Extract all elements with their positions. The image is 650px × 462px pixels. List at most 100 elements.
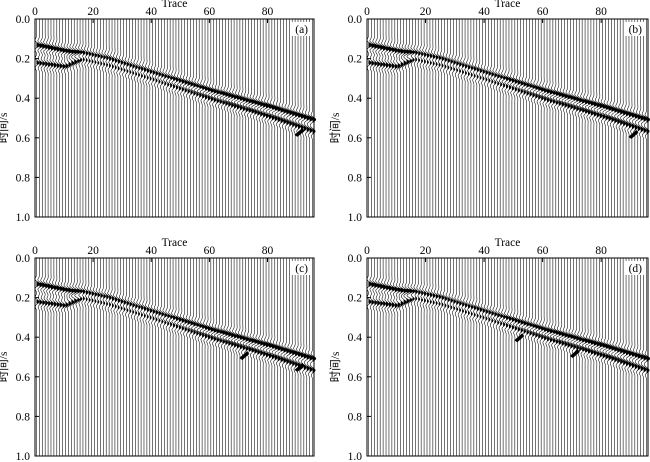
trace-fill: [631, 113, 636, 129]
trace: [46, 258, 52, 456]
trace: [211, 258, 218, 456]
trace-fill: [175, 316, 179, 329]
trace-fill: [234, 334, 238, 348]
trace-fill: [418, 290, 421, 301]
trace-fill: [555, 91, 560, 105]
trace-fill: [549, 329, 554, 343]
trace-fill: [274, 106, 279, 121]
trace: [547, 19, 554, 217]
trace-fill: [193, 83, 197, 96]
trace-fill: [231, 94, 235, 108]
trace-fill: [251, 338, 255, 353]
trace-fill: [453, 299, 456, 310]
trace: [475, 19, 480, 217]
trace: [98, 19, 104, 217]
trace-fill: [152, 70, 156, 82]
trace-fill: [605, 344, 609, 359]
trace-fill: [491, 72, 494, 84]
trace-fill: [429, 292, 433, 304]
trace: [257, 258, 265, 456]
trace: [49, 19, 55, 217]
trace: [60, 19, 67, 217]
trace: [78, 19, 84, 217]
trace: [375, 258, 381, 456]
trace: [159, 258, 165, 456]
trace-fill: [640, 116, 645, 132]
trace-fill: [190, 82, 194, 95]
trace-fill: [126, 62, 129, 73]
x-axis-label: Trace: [162, 237, 188, 249]
trace: [626, 19, 633, 217]
trace-fill: [103, 55, 106, 66]
trace-fill: [274, 345, 279, 360]
trace-fill: [248, 338, 253, 352]
trace-fill: [529, 84, 533, 97]
y-tick-label: 1.0: [16, 451, 31, 462]
x-tick-label: 80: [262, 245, 274, 257]
trace: [480, 19, 486, 217]
trace: [136, 19, 141, 217]
trace: [561, 19, 569, 217]
trace: [43, 19, 49, 217]
trace: [477, 19, 483, 217]
trace: [119, 258, 124, 456]
x-tick-label: 0: [32, 245, 38, 257]
trace-fill: [74, 49, 78, 65]
trace: [486, 258, 492, 456]
x-tick-label: 60: [204, 245, 216, 257]
trace-fill: [56, 285, 60, 307]
trace: [590, 19, 598, 217]
x-axis-label: Trace: [162, 0, 188, 10]
trace-fill: [646, 117, 650, 134]
plot-frame: [34, 257, 315, 457]
trace: [492, 258, 498, 456]
trace-fill: [280, 347, 285, 362]
trace-fill: [470, 66, 474, 77]
trace: [185, 258, 191, 456]
trace: [66, 19, 72, 217]
trace-fill: [225, 331, 229, 345]
trace-fill: [91, 291, 95, 303]
trace-fill: [406, 288, 410, 304]
trace: [225, 258, 232, 456]
trace-fill: [459, 62, 462, 73]
trace: [145, 19, 150, 217]
trace-fill: [164, 313, 167, 325]
trace-fill: [427, 292, 430, 303]
trace-fill: [251, 99, 255, 114]
x-tick-label: 60: [204, 6, 216, 18]
trace-fill: [567, 95, 571, 109]
trace: [254, 19, 262, 217]
y-tick-label: 1.0: [348, 212, 363, 224]
trace-fill: [106, 55, 109, 67]
trace: [550, 19, 557, 217]
panel-label: (c): [295, 263, 308, 275]
trace: [142, 258, 147, 456]
trace-fill: [549, 90, 554, 104]
trace-fill: [479, 68, 483, 80]
trace-fill: [245, 98, 250, 113]
trace-fill: [444, 296, 448, 308]
trace-fill: [170, 315, 173, 327]
trace: [448, 19, 454, 217]
trace-fill: [508, 77, 512, 90]
trace-fill: [573, 335, 577, 350]
trace-fill: [374, 282, 378, 305]
trace: [139, 258, 144, 456]
x-tick-label: 80: [595, 6, 607, 18]
trace: [239, 19, 247, 217]
trace: [369, 258, 376, 456]
trace: [439, 19, 445, 217]
x-tick-label: 60: [537, 245, 549, 257]
trace: [457, 19, 462, 217]
trace-fill: [77, 49, 81, 63]
trace: [95, 19, 101, 217]
trace: [110, 19, 115, 217]
trace: [530, 258, 536, 456]
trace-fill: [506, 315, 509, 328]
trace: [236, 19, 244, 217]
trace-fill: [138, 66, 141, 77]
trace-fill: [117, 59, 121, 71]
trace: [442, 19, 448, 217]
trace: [124, 19, 130, 217]
